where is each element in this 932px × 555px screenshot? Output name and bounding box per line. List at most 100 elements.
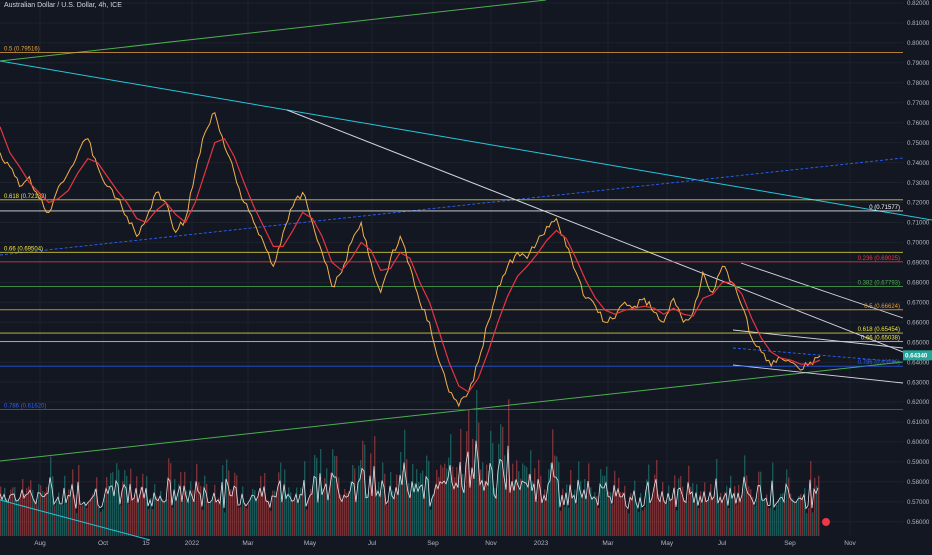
volume-bar	[98, 506, 100, 536]
volume-bar	[734, 486, 736, 536]
volume-bar	[554, 455, 556, 536]
volume-bar	[224, 512, 226, 536]
volume-bar	[176, 499, 178, 536]
volume-bar	[696, 484, 698, 536]
volume-bar	[616, 490, 618, 536]
volume-bar	[804, 488, 806, 536]
y-tick-label: 0.75000	[907, 140, 930, 147]
volume-bar	[116, 463, 118, 536]
volume-bar	[194, 501, 196, 536]
volume-bar	[688, 465, 690, 536]
volume-bar	[358, 465, 360, 536]
trendline	[740, 262, 904, 319]
volume-bar	[170, 463, 172, 536]
volume-bar	[282, 501, 284, 536]
volume-bar	[142, 473, 144, 536]
volume-bar	[530, 450, 532, 536]
volume-bar	[818, 475, 820, 536]
volume-bar	[330, 472, 332, 536]
volume-bar	[104, 494, 106, 536]
x-tick-label: May	[304, 540, 317, 547]
volume-bar	[504, 455, 506, 536]
volume-bar	[612, 504, 614, 536]
y-tick-label: 0.81000	[907, 20, 930, 27]
volume-bar	[510, 484, 512, 536]
volume-bar	[748, 486, 750, 536]
volume-bar	[568, 507, 570, 536]
volume-bar	[354, 468, 356, 536]
volume-bar	[744, 455, 746, 536]
current-price-badge	[903, 350, 932, 361]
volume-bar	[230, 489, 232, 536]
volume-bar	[198, 482, 200, 536]
volume-bar	[244, 503, 246, 536]
volume-bar	[246, 508, 248, 536]
volume-bar	[642, 510, 644, 536]
volume-bar	[350, 481, 352, 536]
y-tick-label: 0.82000	[907, 0, 930, 7]
volume-bar	[166, 498, 168, 536]
volume-bar	[264, 473, 266, 536]
volume-bar	[702, 502, 704, 536]
volume-bar	[218, 497, 220, 536]
volume-bar	[316, 457, 318, 536]
volume-bar	[582, 492, 584, 536]
volume-bar	[408, 482, 410, 536]
volume-bar	[256, 498, 258, 536]
volume-bar	[178, 483, 180, 536]
volume-bar	[658, 494, 660, 536]
volume-bar	[168, 458, 170, 536]
series	[0, 111, 821, 408]
volume-bar	[790, 493, 792, 536]
volume-line	[0, 440, 819, 510]
volume-bar	[152, 509, 154, 536]
x-tick-label: Sep	[427, 540, 439, 547]
volume-bar	[252, 488, 254, 536]
volume-bar	[722, 502, 724, 536]
volume-bar	[64, 475, 66, 536]
volume-bar	[524, 465, 526, 536]
volume-bar	[526, 467, 528, 536]
volume-bar	[250, 497, 252, 536]
volume-bar	[782, 492, 784, 536]
volume-bar	[578, 461, 580, 536]
volume-bar	[816, 485, 818, 536]
volume-bar	[704, 482, 706, 536]
volume-bar	[678, 478, 680, 536]
volume-bar	[614, 470, 616, 536]
volume-bar	[184, 471, 186, 536]
volume-bar	[46, 487, 48, 536]
volume-bar	[16, 499, 18, 536]
volume-bar	[368, 492, 370, 536]
volume-bar	[708, 498, 710, 536]
price-series-line	[0, 126, 821, 393]
volume-bar	[254, 490, 256, 536]
volume-bar	[286, 494, 288, 536]
volume-bar	[112, 472, 114, 536]
volume-bar	[668, 485, 670, 536]
volume-bar	[594, 492, 596, 536]
volume-bar	[328, 498, 330, 536]
volume-bar	[556, 456, 558, 536]
volume-bar	[374, 436, 376, 536]
volume-bar	[486, 464, 488, 536]
volume-bar	[676, 510, 678, 536]
grid	[0, 0, 903, 536]
volume-bar	[96, 477, 98, 536]
volume-bar	[190, 481, 192, 536]
volume-bar	[638, 512, 640, 536]
volume-bar	[140, 487, 142, 536]
volume-bar	[414, 483, 416, 536]
volume-bar	[494, 488, 496, 536]
y-axis: 0.82000 0.81000 0.80000 0.79000 0.78000 0.770…	[907, 0, 930, 526]
volume-bar	[188, 501, 190, 536]
volume-bar	[106, 477, 108, 536]
volume-bar	[174, 479, 176, 536]
volume-bar	[238, 507, 240, 536]
volume-bar	[220, 504, 222, 536]
volume-bar	[500, 424, 502, 536]
y-tick-label: 0.68000	[907, 280, 930, 287]
volume-bar	[520, 478, 522, 536]
volume-bar	[180, 472, 182, 536]
